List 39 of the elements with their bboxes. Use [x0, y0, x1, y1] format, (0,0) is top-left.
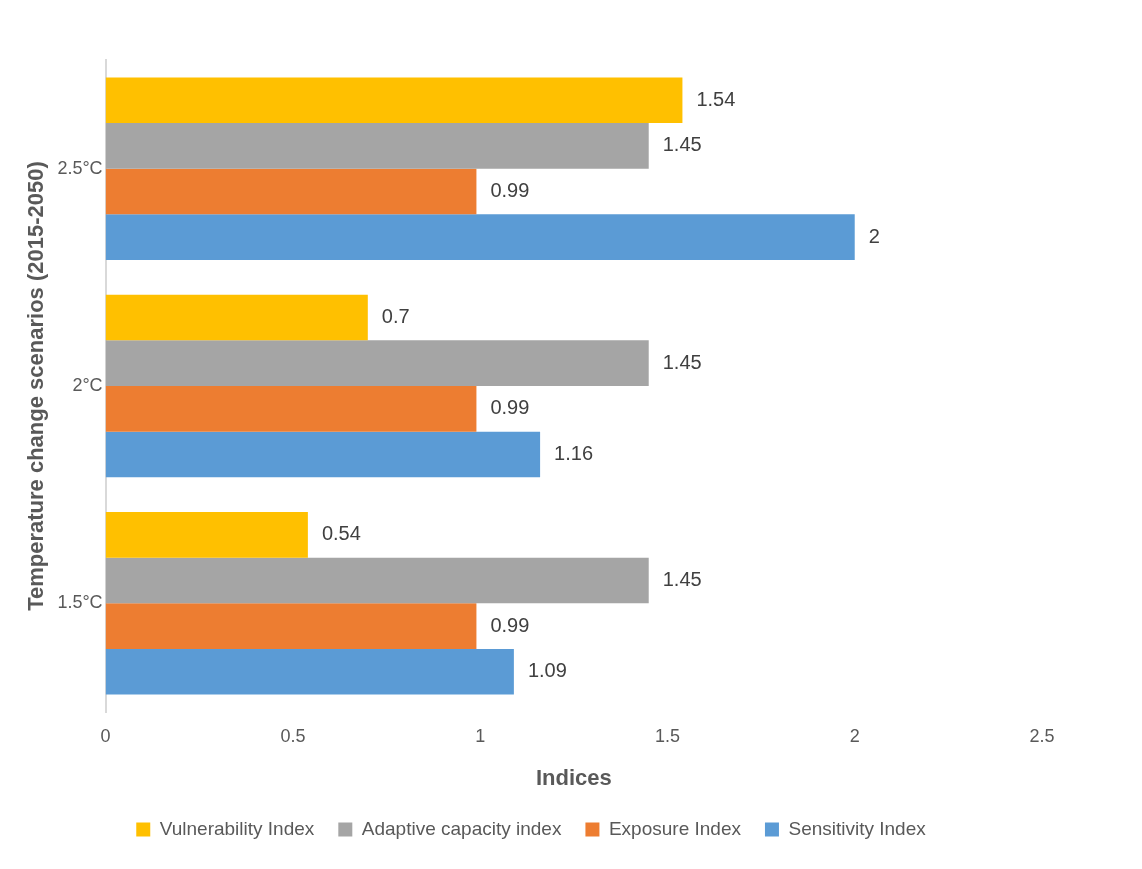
legend-label: Vulnerability Index [159, 817, 315, 839]
data-label: 0.99 [490, 179, 530, 201]
bar [105, 512, 308, 558]
bar [105, 214, 855, 260]
bar [105, 648, 514, 695]
data-label: 0.99 [490, 396, 530, 419]
x-tick-label: 2 [849, 725, 860, 746]
x-tick-label: 2.5 [1029, 725, 1055, 746]
data-label: 1.54 [696, 87, 736, 110]
bar [105, 123, 649, 169]
data-label: 1.45 [662, 350, 702, 373]
x-axis-title: Indices [535, 764, 612, 790]
data-label: 1.09 [527, 659, 567, 682]
bar [105, 431, 541, 478]
bar [105, 168, 477, 215]
bar [105, 603, 477, 649]
bar [105, 294, 368, 341]
x-tick-label: 0.5 [280, 725, 306, 746]
x-tick-label: 1.5 [654, 725, 680, 746]
data-label: 1.45 [662, 568, 702, 591]
data-label: 0.54 [321, 522, 361, 545]
data-label: 0.7 [381, 305, 410, 328]
data-label: 1.45 [662, 133, 702, 156]
bar [105, 386, 477, 432]
y-tick-label: 2°C [72, 374, 103, 395]
y-axis-title: Temperature change scenarios (2015-2050) [23, 161, 49, 611]
data-label: 2 [868, 224, 880, 247]
y-tick-label: 2.5°C [57, 157, 103, 178]
legend-label: Adaptive capacity index [361, 817, 562, 839]
data-label: 1.16 [554, 441, 594, 464]
bar [105, 77, 683, 124]
bar [105, 340, 649, 386]
legend-label: Sensitivity Index [788, 817, 927, 839]
legend-label: Exposure Index [608, 817, 742, 839]
x-tick-label: 1 [475, 725, 486, 746]
y-tick-label: 1.5°C [57, 592, 103, 613]
data-label: 0.99 [490, 613, 530, 636]
x-tick-label: 0 [100, 725, 111, 746]
bar [105, 557, 649, 604]
